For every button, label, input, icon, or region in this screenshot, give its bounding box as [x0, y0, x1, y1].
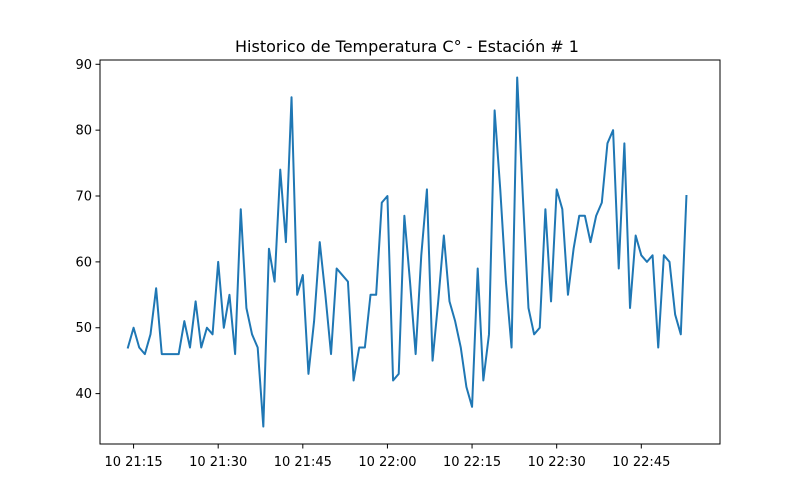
x-tick-label: 10 21:30 — [189, 455, 247, 470]
y-axis: 40 50 60 70 80 90 — [75, 58, 100, 402]
x-tick-label: 10 22:00 — [358, 455, 416, 470]
plot-area — [126, 76, 688, 428]
y-tick-label: 50 — [75, 321, 92, 336]
y-tick-label: 70 — [75, 190, 92, 205]
y-tick-label: 60 — [75, 255, 92, 270]
plot-frame — [99, 59, 721, 445]
x-tick-label: 10 22:30 — [528, 455, 586, 470]
series-line — [126, 76, 688, 428]
x-tick-label: 10 21:45 — [274, 455, 332, 470]
chart-title: Historico de Temperatura C° - Estación #… — [235, 37, 579, 56]
x-tick-label: 10 22:45 — [612, 455, 670, 470]
x-tick-label: 10 21:15 — [104, 455, 162, 470]
y-tick-label: 80 — [75, 124, 92, 139]
x-axis: 10 21:15 10 21:30 10 21:45 10 22:00 10 22:15… — [104, 444, 670, 470]
y-tick-label: 40 — [75, 387, 92, 402]
y-tick-label: 90 — [75, 58, 92, 73]
x-tick-label: 10 22:15 — [443, 455, 501, 470]
